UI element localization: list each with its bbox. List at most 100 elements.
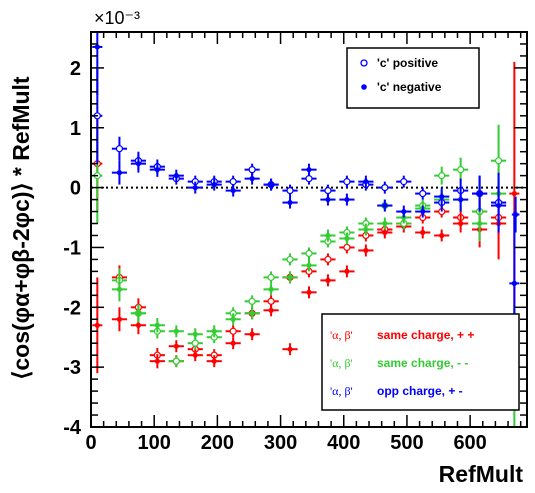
y-tick-label: -4 xyxy=(63,417,82,439)
y-multiplier-label: ×10⁻³ xyxy=(94,8,140,28)
data-point xyxy=(94,322,100,328)
data-point xyxy=(268,307,274,313)
data-point xyxy=(211,182,217,188)
series-5 xyxy=(92,32,520,356)
data-point xyxy=(363,226,369,233)
data-point xyxy=(344,196,350,203)
data-point xyxy=(382,220,388,227)
data-point xyxy=(344,268,350,274)
data-point xyxy=(191,339,199,347)
x-tick-label: 500 xyxy=(390,432,423,454)
data-point xyxy=(229,327,237,335)
data-point xyxy=(286,186,294,195)
data-point xyxy=(513,211,519,218)
legend-layer: 'c' positive 'c' negative 'α, β' same charg… xyxy=(321,47,520,411)
data-point xyxy=(135,161,141,167)
data-point xyxy=(438,172,446,180)
data-point xyxy=(494,157,503,165)
legend-entry-prefix: 'α, β' xyxy=(330,328,353,342)
legend-entry-prefix: 'α, β' xyxy=(330,356,353,370)
data-point xyxy=(192,352,198,358)
data-point xyxy=(457,166,465,174)
data-point xyxy=(173,328,179,334)
data-point xyxy=(287,199,293,206)
legend-entry-text: opp charge, + - xyxy=(377,384,463,398)
legend-marker-open-circle xyxy=(360,59,368,67)
data-point xyxy=(248,297,256,305)
data-point xyxy=(154,358,160,364)
data-point xyxy=(135,322,141,328)
data-point xyxy=(439,232,445,239)
data-point xyxy=(343,178,351,186)
data-point xyxy=(172,357,180,365)
data-point xyxy=(267,273,275,281)
y-axis-title: ⟨cos(φα+φβ-2φc)⟩ * RefMult xyxy=(8,76,34,379)
data-point xyxy=(477,220,483,227)
data-point xyxy=(248,166,256,174)
data-point xyxy=(116,286,123,292)
data-point xyxy=(382,229,388,236)
data-point xyxy=(154,167,160,173)
data-point xyxy=(382,202,388,209)
y-tick-label: -1 xyxy=(63,237,81,259)
data-point xyxy=(495,202,502,209)
data-point xyxy=(268,182,274,188)
data-point xyxy=(305,175,313,183)
data-point xyxy=(192,185,198,191)
data-point xyxy=(306,289,312,295)
data-point xyxy=(249,176,255,182)
y-tick-label: 1 xyxy=(70,118,81,140)
data-point xyxy=(230,340,236,346)
data-point xyxy=(419,189,427,198)
data-point xyxy=(511,280,517,286)
data-point xyxy=(135,310,141,316)
data-point xyxy=(458,220,464,227)
data-point xyxy=(511,190,517,197)
data-point xyxy=(401,208,407,215)
data-point xyxy=(173,173,179,179)
x-tick-label: 600 xyxy=(453,432,486,454)
data-point xyxy=(116,316,123,322)
y-tick-label: 0 xyxy=(70,178,81,200)
data-point xyxy=(192,331,198,337)
data-point xyxy=(325,232,331,239)
data-point xyxy=(268,286,274,292)
legend-entry-prefix: 'α, β' xyxy=(330,384,353,398)
legend-marker-filled-star xyxy=(361,84,367,90)
legend-entry-label: 'c' negative xyxy=(377,80,442,94)
data-point xyxy=(381,184,389,192)
y-tick-label: -3 xyxy=(63,357,81,379)
data-point xyxy=(324,255,332,264)
x-tick-label: 300 xyxy=(264,432,297,454)
x-tick-label: 0 xyxy=(85,432,96,454)
data-point xyxy=(325,196,331,203)
data-point xyxy=(211,328,217,334)
ticks-layer: 0 100 200 300 400 500 600 2 1 0 -1 -2 -3 -4 xyxy=(63,31,527,454)
data-point xyxy=(324,186,332,195)
data-point xyxy=(306,262,312,269)
data-point xyxy=(344,235,350,242)
data-point xyxy=(363,179,369,185)
legend-box-bottom xyxy=(321,313,520,411)
legend-entry-text: same charge, + + xyxy=(377,328,474,342)
y-tick-label: -2 xyxy=(63,297,81,319)
legend-box-top xyxy=(346,47,480,109)
y-tick-label: 2 xyxy=(70,58,81,80)
data-point xyxy=(249,331,255,337)
data-point xyxy=(116,170,123,176)
plot-frame xyxy=(90,31,528,428)
x-tick-label: 200 xyxy=(201,432,234,454)
legend-entry-text: same charge, - - xyxy=(377,356,468,370)
frame-layer xyxy=(90,31,528,428)
data-point xyxy=(287,274,293,280)
x-tick-label: 100 xyxy=(138,432,171,454)
data-point xyxy=(230,187,236,194)
legend-entry-label: 'c' positive xyxy=(377,56,438,70)
data-point xyxy=(458,196,464,203)
data-point xyxy=(325,277,331,283)
data-point xyxy=(420,229,426,236)
data-point xyxy=(286,255,294,264)
data-point xyxy=(115,145,124,153)
data-point xyxy=(94,44,100,50)
